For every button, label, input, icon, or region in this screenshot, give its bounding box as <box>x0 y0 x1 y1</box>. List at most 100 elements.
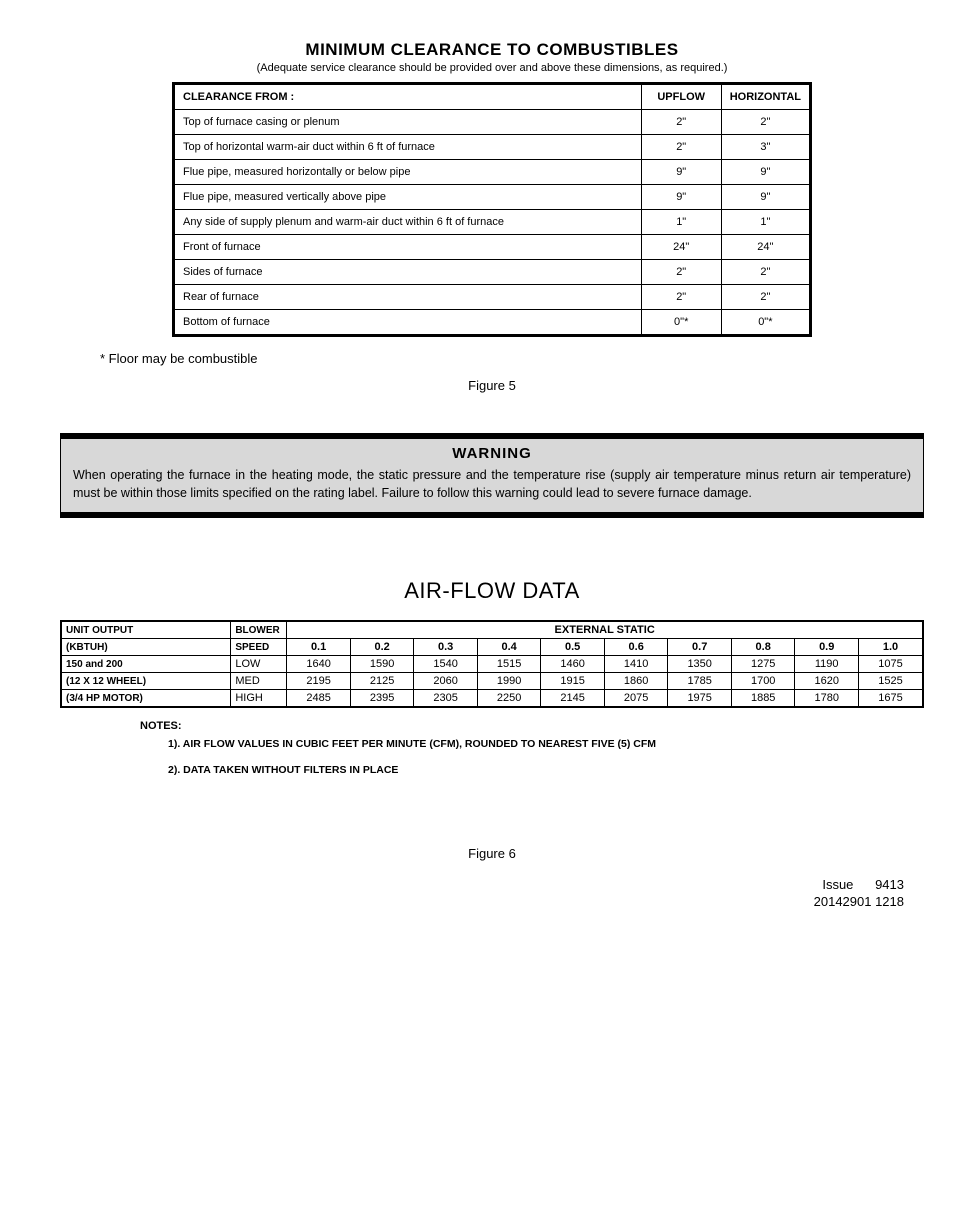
airflow-unit-line: (12 X 12 WHEEL) <box>61 673 231 690</box>
table-row: Sides of furnace2"2" <box>174 260 811 285</box>
note-2: 2). DATA TAKEN WITHOUT FILTERS IN PLACE <box>168 764 924 776</box>
airflow-value: 1540 <box>414 656 478 673</box>
table-row: (12 X 12 WHEEL)MED2195212520601990191518… <box>61 673 923 690</box>
table-row: Front of furnace24"24" <box>174 235 811 260</box>
airflow-value: 1460 <box>541 656 605 673</box>
clearance-horizontal: 2" <box>721 260 810 285</box>
clearance-upflow: 2" <box>641 285 721 310</box>
table-row: Flue pipe, measured horizontally or belo… <box>174 160 811 185</box>
warning-box: WARNING When operating the furnace in th… <box>60 433 924 518</box>
footer-code: 20142901 1218 <box>60 894 904 911</box>
clearance-horizontal: 9" <box>721 185 810 210</box>
airflow-value: 1640 <box>287 656 351 673</box>
airflow-value: 2395 <box>350 690 414 708</box>
airflow-value: 1885 <box>731 690 795 708</box>
airflow-value: 1785 <box>668 673 732 690</box>
clearance-col-horizontal: HORIZONTAL <box>721 84 810 110</box>
clearance-label: Sides of furnace <box>174 260 642 285</box>
airflow-blower-hdr1: BLOWER <box>231 621 287 639</box>
airflow-unit-output-hdr: UNIT OUTPUT <box>61 621 231 639</box>
airflow-value: 1620 <box>795 673 859 690</box>
figure-6-label: Figure 6 <box>60 846 924 861</box>
airflow-table: UNIT OUTPUT BLOWER EXTERNAL STATIC (KBTU… <box>60 620 924 708</box>
clearance-label: Bottom of furnace <box>174 310 642 336</box>
airflow-title: AIR-FLOW DATA <box>60 578 924 604</box>
clearance-horizontal: 2" <box>721 285 810 310</box>
airflow-value: 2145 <box>541 690 605 708</box>
clearance-label: Top of horizontal warm-air duct within 6… <box>174 135 642 160</box>
airflow-notes: NOTES: 1). AIR FLOW VALUES IN CUBIC FEET… <box>140 720 924 776</box>
clearance-horizontal: 2" <box>721 110 810 135</box>
notes-header: NOTES: <box>140 720 924 732</box>
clearance-title: MINIMUM CLEARANCE TO COMBUSTIBLES <box>60 40 924 60</box>
static-col-header: 0.6 <box>604 639 668 656</box>
clearance-upflow: 0"* <box>641 310 721 336</box>
clearance-label: Rear of furnace <box>174 285 642 310</box>
airflow-value: 2060 <box>414 673 478 690</box>
airflow-unit-line: (3/4 HP MOTOR) <box>61 690 231 708</box>
static-col-header: 0.5 <box>541 639 605 656</box>
airflow-value: 1515 <box>477 656 541 673</box>
footer-issue: Issue 9413 <box>60 877 904 894</box>
airflow-value: 1990 <box>477 673 541 690</box>
clearance-label: Top of furnace casing or plenum <box>174 110 642 135</box>
clearance-horizontal: 0"* <box>721 310 810 336</box>
airflow-speed: LOW <box>231 656 287 673</box>
static-col-header: 0.1 <box>287 639 351 656</box>
static-col-header: 0.3 <box>414 639 478 656</box>
clearance-footnote: * Floor may be combustible <box>100 351 924 366</box>
clearance-upflow: 9" <box>641 185 721 210</box>
airflow-value: 1190 <box>795 656 859 673</box>
clearance-label: Front of furnace <box>174 235 642 260</box>
clearance-upflow: 1" <box>641 210 721 235</box>
airflow-value: 2485 <box>287 690 351 708</box>
table-row: Flue pipe, measured vertically above pip… <box>174 185 811 210</box>
static-col-header: 0.2 <box>350 639 414 656</box>
clearance-col-from: CLEARANCE FROM : <box>174 84 642 110</box>
airflow-value: 2195 <box>287 673 351 690</box>
airflow-unit-line: 150 and 200 <box>61 656 231 673</box>
airflow-value: 1410 <box>604 656 668 673</box>
table-row: Bottom of furnace0"*0"* <box>174 310 811 336</box>
airflow-value: 1975 <box>668 690 732 708</box>
clearance-col-upflow: UPFLOW <box>641 84 721 110</box>
table-row: (3/4 HP MOTOR)HIGH2485239523052250214520… <box>61 690 923 708</box>
table-row: Rear of furnace2"2" <box>174 285 811 310</box>
table-row: 150 and 200LOW16401590154015151460141013… <box>61 656 923 673</box>
clearance-upflow: 9" <box>641 160 721 185</box>
table-row: Any side of supply plenum and warm-air d… <box>174 210 811 235</box>
static-col-header: 1.0 <box>858 639 923 656</box>
clearance-label: Flue pipe, measured horizontally or belo… <box>174 160 642 185</box>
airflow-value: 1275 <box>731 656 795 673</box>
clearance-table: CLEARANCE FROM : UPFLOW HORIZONTAL Top o… <box>172 82 812 337</box>
airflow-value: 1915 <box>541 673 605 690</box>
warning-title: WARNING <box>73 445 911 462</box>
airflow-value: 1525 <box>858 673 923 690</box>
airflow-speed: HIGH <box>231 690 287 708</box>
airflow-value: 1700 <box>731 673 795 690</box>
static-col-header: 0.9 <box>795 639 859 656</box>
airflow-ext-static-hdr: EXTERNAL STATIC <box>287 621 923 639</box>
clearance-upflow: 2" <box>641 110 721 135</box>
clearance-upflow: 2" <box>641 260 721 285</box>
airflow-value: 1675 <box>858 690 923 708</box>
airflow-value: 2125 <box>350 673 414 690</box>
table-row: Top of furnace casing or plenum2"2" <box>174 110 811 135</box>
figure-5-label: Figure 5 <box>60 378 924 393</box>
airflow-value: 1590 <box>350 656 414 673</box>
note-1: 1). AIR FLOW VALUES IN CUBIC FEET PER MI… <box>168 738 924 750</box>
airflow-value: 1780 <box>795 690 859 708</box>
table-row: Top of horizontal warm-air duct within 6… <box>174 135 811 160</box>
clearance-horizontal: 24" <box>721 235 810 260</box>
airflow-blower-hdr2: SPEED <box>231 639 287 656</box>
static-col-header: 0.8 <box>731 639 795 656</box>
page-footer: Issue 9413 20142901 1218 <box>60 877 924 911</box>
airflow-value: 1075 <box>858 656 923 673</box>
clearance-subtitle: (Adequate service clearance should be pr… <box>60 62 924 74</box>
clearance-upflow: 24" <box>641 235 721 260</box>
airflow-value: 2250 <box>477 690 541 708</box>
airflow-value: 2305 <box>414 690 478 708</box>
airflow-kbtuh-hdr: (KBTUH) <box>61 639 231 656</box>
clearance-label: Any side of supply plenum and warm-air d… <box>174 210 642 235</box>
warning-text: When operating the furnace in the heatin… <box>73 466 911 502</box>
